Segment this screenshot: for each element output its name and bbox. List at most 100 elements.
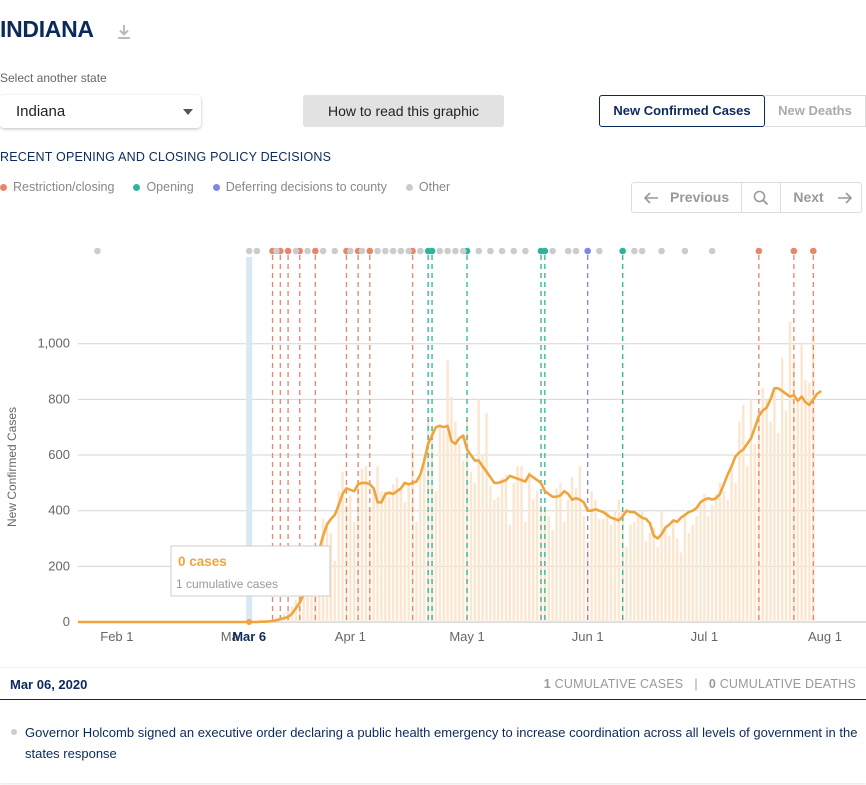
policy-marker-dot[interactable]: [94, 247, 101, 255]
policy-marker-dot[interactable]: [347, 247, 354, 255]
policy-marker-dot[interactable]: [596, 247, 603, 255]
y-tick-label: 600: [48, 447, 70, 462]
policy-marker-dot[interactable]: [522, 247, 529, 255]
daily-cases-bar: [329, 532, 333, 622]
daily-cases-bar: [415, 521, 418, 622]
policy-marker-dot[interactable]: [284, 247, 292, 255]
policy-marker-dot[interactable]: [549, 247, 556, 255]
policy-marker-dot[interactable]: [631, 247, 638, 255]
policy-marker-dot[interactable]: [389, 247, 397, 255]
daily-cases-bar: [477, 399, 480, 622]
selected-date: Mar 06, 2020: [10, 677, 88, 692]
state-select-value: Indiana: [16, 103, 66, 120]
policy-marker-dot[interactable]: [405, 247, 412, 255]
policy-marker-dot[interactable]: [374, 247, 381, 255]
daily-cases-bar: [547, 516, 550, 622]
search-button[interactable]: [742, 183, 782, 212]
policy-marker-dot[interactable]: [755, 247, 763, 255]
daily-cases-bar: [726, 499, 729, 622]
daily-cases-bar: [703, 494, 706, 622]
daily-cases-bar: [473, 482, 477, 622]
policy-marker-dot[interactable]: [572, 247, 580, 255]
tab-new-confirmed-cases[interactable]: New Confirmed Cases: [599, 95, 765, 127]
daily-cases-bar: [644, 541, 648, 622]
daily-cases-bar: [637, 516, 640, 622]
daily-cases-bar: [745, 466, 749, 622]
daily-cases-bar: [574, 488, 578, 622]
policy-marker-dot[interactable]: [319, 247, 327, 255]
policy-navigation: Previous Next: [631, 182, 862, 213]
policy-marker-dot[interactable]: [619, 247, 626, 255]
daily-cases-bar: [738, 421, 741, 622]
policy-marker-dot[interactable]: [273, 247, 280, 255]
policy-marker-dot[interactable]: [681, 247, 689, 255]
daily-cases-bar: [699, 505, 702, 622]
daily-cases-bar: [773, 388, 776, 622]
policy-marker-dot[interactable]: [436, 247, 444, 255]
policy-marker-dot[interactable]: [487, 247, 494, 255]
policy-marker-dot[interactable]: [584, 247, 591, 255]
policy-marker-dot[interactable]: [444, 247, 451, 255]
daily-cases-bar: [516, 466, 519, 622]
daily-cases-bar: [302, 585, 305, 622]
daily-cases-bar: [493, 499, 496, 622]
event-description: Governor Holcomb signed an executive ord…: [25, 725, 858, 761]
daily-cases-bar: [578, 466, 582, 622]
policy-marker-dot[interactable]: [292, 247, 300, 255]
arrow-left-icon: [643, 191, 658, 204]
policy-marker-dot[interactable]: [428, 247, 436, 255]
policy-marker-dot[interactable]: [541, 247, 549, 255]
policy-marker-dot[interactable]: [312, 247, 319, 255]
daily-cases-bar: [652, 527, 656, 622]
daily-cases-bar: [800, 343, 803, 622]
policy-marker-dot[interactable]: [245, 247, 253, 255]
policy-marker-dot[interactable]: [452, 247, 459, 255]
daily-cases-bar: [629, 524, 632, 622]
policy-marker-dot[interactable]: [810, 247, 817, 255]
x-tick-label: Feb 1: [100, 629, 133, 644]
daily-cases-bar: [306, 577, 309, 622]
policy-marker-dot[interactable]: [498, 247, 506, 255]
policy-marker-dot[interactable]: [510, 247, 518, 255]
y-tick-label: 0: [63, 614, 70, 629]
previous-button[interactable]: Previous: [632, 183, 742, 212]
policy-marker-dot[interactable]: [459, 247, 467, 255]
arrow-right-icon: [837, 191, 852, 204]
daily-cases-bar: [395, 477, 399, 622]
select-state-label: Select another state: [0, 71, 107, 85]
policy-marker-dot[interactable]: [638, 247, 646, 255]
policy-marker-dot[interactable]: [417, 247, 424, 255]
daily-cases-bar: [668, 535, 671, 622]
daily-cases-bar: [434, 491, 438, 622]
tab-new-deaths[interactable]: New Deaths: [765, 95, 866, 127]
policy-marker-dot[interactable]: [331, 247, 339, 255]
next-button[interactable]: Next: [781, 183, 861, 212]
daily-cases-bar: [613, 510, 617, 622]
daily-cases-bar: [714, 494, 718, 622]
cumulative-cases-count: 1: [543, 677, 551, 691]
legend-restriction: Restriction/closing: [0, 180, 114, 194]
download-icon[interactable]: [114, 22, 134, 42]
cases-chart[interactable]: 0 200 400 600 800 1,000 New Confirmed Cases Feb…: [0, 230, 866, 660]
legend-opening: Opening: [133, 180, 194, 194]
state-select[interactable]: Indiana: [0, 95, 201, 128]
policy-marker-dot[interactable]: [564, 247, 572, 255]
policy-marker-dot[interactable]: [253, 247, 261, 255]
policy-marker-dot[interactable]: [475, 247, 483, 255]
daily-cases-bar: [804, 379, 807, 622]
policy-marker-dot[interactable]: [382, 247, 389, 255]
policy-marker-dot[interactable]: [366, 247, 374, 255]
policy-marker-dot[interactable]: [658, 247, 665, 255]
daily-cases-bar: [504, 474, 508, 622]
policy-marker-dot[interactable]: [358, 247, 366, 255]
policy-marker-dot[interactable]: [304, 247, 311, 255]
daily-cases-bar: [812, 332, 815, 622]
cumulative-deaths-count: 0: [708, 677, 717, 691]
policy-marker-dot[interactable]: [790, 247, 798, 255]
policy-marker-dot[interactable]: [397, 247, 405, 255]
cumulative-cases-label: CUMULATIVE CASES: [554, 677, 684, 691]
policy-marker-dot[interactable]: [708, 247, 716, 255]
daily-cases-bar: [749, 399, 753, 622]
how-to-read-button[interactable]: How to read this graphic: [303, 95, 504, 127]
y-tick-label: 400: [48, 503, 70, 518]
